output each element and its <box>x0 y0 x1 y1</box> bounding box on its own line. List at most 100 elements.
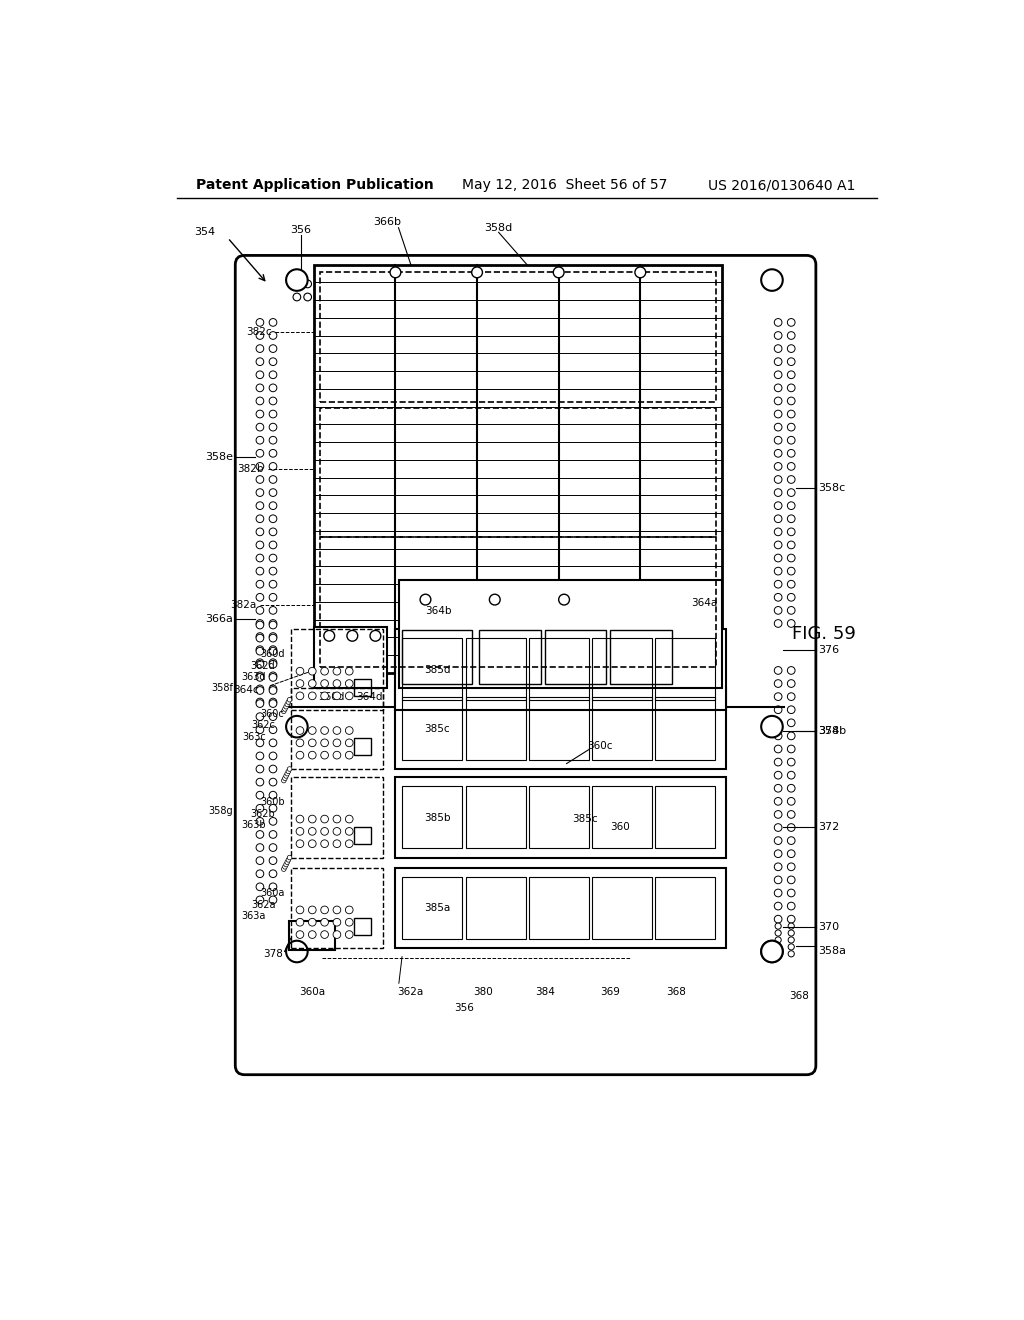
Circle shape <box>269 554 276 562</box>
Circle shape <box>347 293 354 301</box>
Circle shape <box>314 293 323 301</box>
Circle shape <box>774 797 782 805</box>
Circle shape <box>787 515 795 523</box>
Circle shape <box>345 816 353 822</box>
Text: 358d: 358d <box>484 223 513 232</box>
Circle shape <box>390 293 397 301</box>
Text: 374: 374 <box>818 726 840 735</box>
Circle shape <box>288 855 292 859</box>
Circle shape <box>761 715 782 738</box>
Circle shape <box>370 631 381 642</box>
Text: 360a: 360a <box>260 888 285 898</box>
Bar <box>319 408 716 537</box>
Circle shape <box>286 858 291 862</box>
Text: 363c: 363c <box>243 731 266 742</box>
Circle shape <box>333 726 341 734</box>
Circle shape <box>256 698 264 706</box>
Circle shape <box>460 293 467 301</box>
Circle shape <box>774 903 782 909</box>
Circle shape <box>326 293 333 301</box>
Bar <box>592 697 652 760</box>
Bar <box>466 785 525 849</box>
Circle shape <box>269 424 276 432</box>
Circle shape <box>669 293 677 301</box>
Circle shape <box>296 919 304 927</box>
Circle shape <box>256 843 264 851</box>
Circle shape <box>296 931 304 939</box>
Circle shape <box>787 318 795 326</box>
Circle shape <box>345 726 353 734</box>
Circle shape <box>269 345 276 352</box>
Circle shape <box>256 568 264 576</box>
Bar <box>528 785 589 849</box>
Text: US 2016/0130640 A1: US 2016/0130640 A1 <box>708 178 855 193</box>
Circle shape <box>269 632 276 640</box>
Circle shape <box>269 358 276 366</box>
Text: 356: 356 <box>454 1003 474 1012</box>
Circle shape <box>787 890 795 896</box>
Circle shape <box>774 594 782 601</box>
Circle shape <box>296 692 304 700</box>
Bar <box>466 876 525 940</box>
Circle shape <box>599 280 607 288</box>
Circle shape <box>283 706 288 711</box>
Circle shape <box>345 692 353 700</box>
Circle shape <box>787 824 795 832</box>
Circle shape <box>626 280 634 288</box>
Circle shape <box>774 331 782 339</box>
Circle shape <box>284 862 289 867</box>
Circle shape <box>774 706 782 714</box>
Circle shape <box>481 280 488 288</box>
Circle shape <box>787 771 795 779</box>
Circle shape <box>503 293 510 301</box>
Circle shape <box>256 896 264 904</box>
Circle shape <box>787 680 795 688</box>
Circle shape <box>269 384 276 392</box>
Bar <box>528 638 589 701</box>
Circle shape <box>369 293 376 301</box>
Text: 360b: 360b <box>260 797 285 807</box>
Circle shape <box>369 280 376 288</box>
Text: 370: 370 <box>818 921 840 932</box>
Circle shape <box>416 280 424 288</box>
Bar <box>394 867 726 949</box>
Circle shape <box>288 697 292 702</box>
Bar <box>394 628 726 710</box>
Text: 382b: 382b <box>238 465 264 474</box>
Circle shape <box>286 941 307 962</box>
Bar <box>291 628 383 710</box>
Text: 368: 368 <box>788 991 809 1001</box>
Circle shape <box>774 719 782 726</box>
Circle shape <box>438 280 445 288</box>
Circle shape <box>470 280 478 288</box>
Circle shape <box>269 843 276 851</box>
Circle shape <box>774 488 782 496</box>
Circle shape <box>256 660 264 668</box>
Circle shape <box>256 462 264 470</box>
Circle shape <box>774 824 782 832</box>
Circle shape <box>787 502 795 510</box>
Circle shape <box>308 751 316 759</box>
Circle shape <box>256 739 264 747</box>
Bar <box>466 638 525 701</box>
Circle shape <box>775 923 781 929</box>
Circle shape <box>336 293 344 301</box>
Text: 358b: 358b <box>818 726 846 735</box>
Text: 362a: 362a <box>251 899 275 909</box>
Text: 385b: 385b <box>424 813 451 822</box>
Circle shape <box>269 779 276 785</box>
Text: 366a: 366a <box>205 614 233 624</box>
Circle shape <box>286 770 291 774</box>
Circle shape <box>321 828 329 836</box>
Text: 358g: 358g <box>208 807 233 816</box>
Text: 380: 380 <box>473 987 494 998</box>
Circle shape <box>787 733 795 739</box>
Circle shape <box>775 950 781 957</box>
Circle shape <box>256 607 264 614</box>
Circle shape <box>345 739 353 747</box>
Circle shape <box>256 713 264 721</box>
Circle shape <box>256 450 264 457</box>
Circle shape <box>578 293 586 301</box>
Circle shape <box>788 923 795 929</box>
Bar <box>398 581 722 688</box>
